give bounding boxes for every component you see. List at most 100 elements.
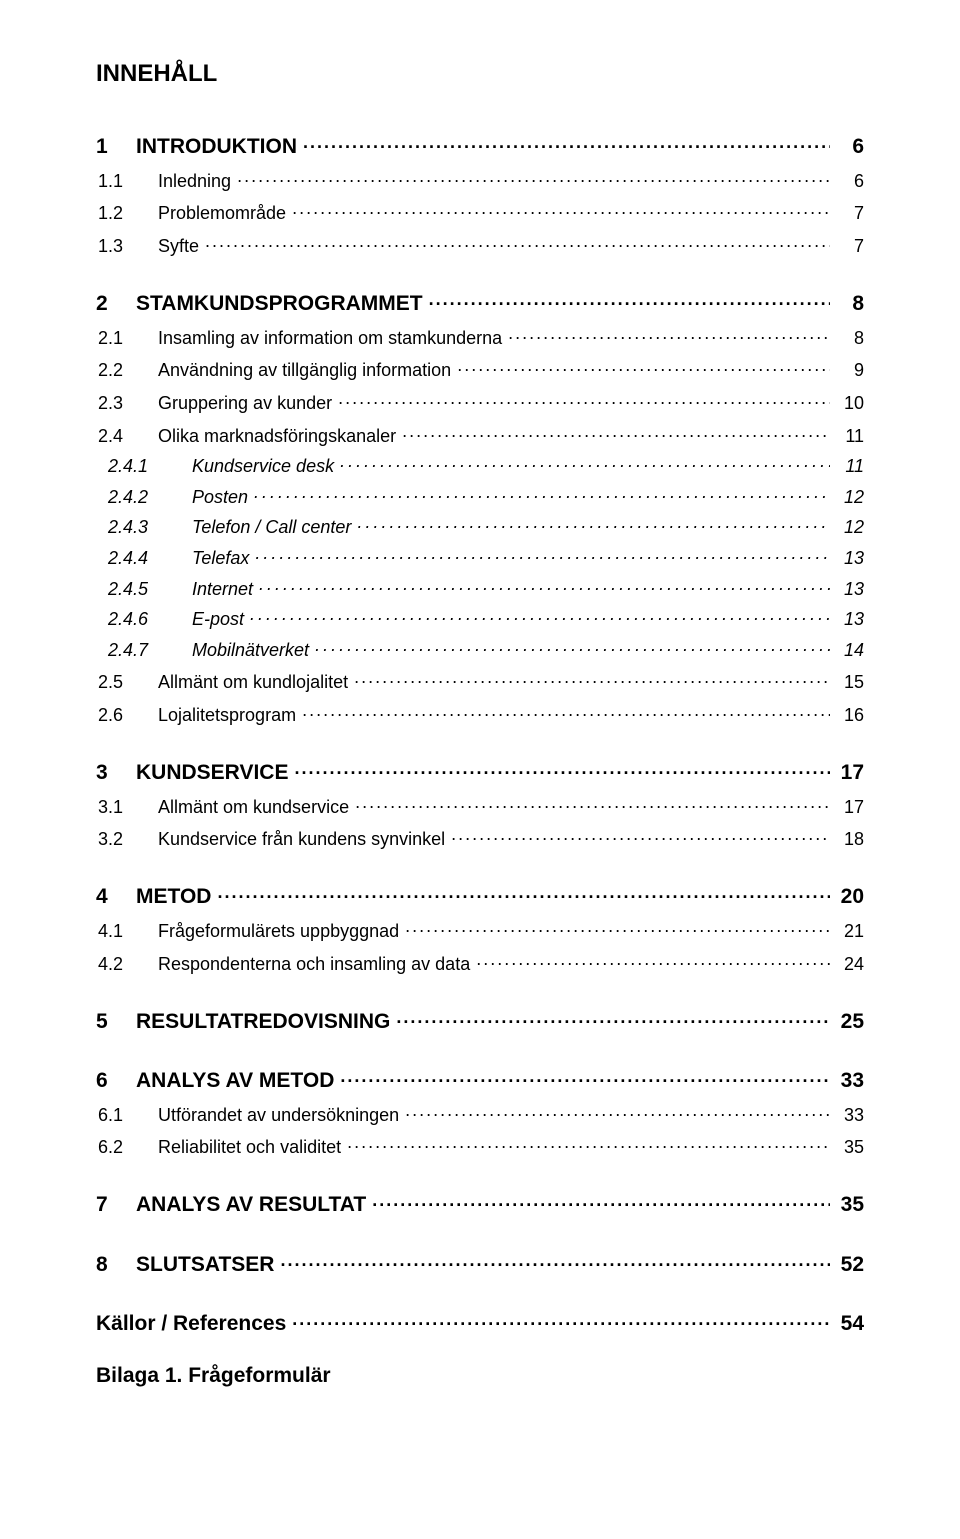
- leader-dots: [476, 948, 830, 970]
- toc-number: 2.4.2: [96, 487, 192, 508]
- toc-number: 2.4: [96, 426, 158, 447]
- toc-row: 2.3Gruppering av kunder10: [96, 387, 864, 414]
- leader-dots: [338, 387, 830, 409]
- toc-page: 11: [830, 456, 864, 477]
- leader-dots: [292, 1305, 830, 1330]
- toc-number: 4: [96, 885, 136, 909]
- toc-label: Posten: [192, 487, 254, 508]
- toc-page: 13: [830, 609, 864, 630]
- toc-label: INTRODUKTION: [136, 135, 303, 159]
- leader-dots: [292, 198, 830, 220]
- toc-page: 17: [830, 797, 864, 818]
- toc-number: 4.2: [96, 954, 158, 975]
- toc-number: 2.3: [96, 393, 158, 414]
- toc-row: 3.2Kundservice från kundens synvinkel18: [96, 824, 864, 851]
- toc-row: 2.4Olika marknadsföringskanaler11: [96, 420, 864, 447]
- toc-row: 3KUNDSERVICE17: [96, 754, 864, 785]
- leader-dots: [402, 420, 830, 442]
- toc-number: 2: [96, 292, 136, 316]
- toc-page: 13: [830, 548, 864, 569]
- toc-label: Olika marknadsföringskanaler: [158, 426, 402, 447]
- toc-label: Allmänt om kundservice: [158, 797, 355, 818]
- leader-dots: [237, 165, 830, 187]
- toc-row: 6ANALYS AV METOD33: [96, 1062, 864, 1093]
- toc-number: 1.2: [96, 203, 158, 224]
- toc-page: 25: [830, 1010, 864, 1034]
- toc-label: Respondenterna och insamling av data: [158, 954, 476, 975]
- toc-label: SLUTSATSER: [136, 1253, 280, 1277]
- toc-row: 7ANALYS AV RESULTAT35: [96, 1186, 864, 1217]
- leader-dots: [280, 1245, 830, 1270]
- toc-number: 2.4.1: [96, 456, 192, 477]
- toc-row: 2.4.7Mobilnätverket14: [96, 634, 864, 661]
- toc-row: 2.4.5Internet13: [96, 573, 864, 600]
- toc-page: 35: [830, 1137, 864, 1158]
- toc-label: Problemområde: [158, 203, 292, 224]
- toc-label: Reliabilitet och validitet: [158, 1137, 347, 1158]
- leader-dots: [357, 512, 830, 534]
- toc-title: INNEHÅLL: [96, 60, 864, 88]
- toc-label: ANALYS AV METOD: [136, 1069, 340, 1093]
- toc-page: 54: [830, 1312, 864, 1336]
- toc-page: 7: [830, 236, 864, 257]
- toc-row: 2.6Lojalitetsprogram16: [96, 699, 864, 726]
- leader-dots: [354, 667, 830, 689]
- toc-row: 4METOD20: [96, 878, 864, 909]
- toc-page: 6: [830, 135, 864, 159]
- leader-dots: [340, 1062, 830, 1087]
- appendix-line: Bilaga 1. Frågeformulär: [96, 1364, 864, 1388]
- toc-row: 2.1Insamling av information om stamkunde…: [96, 322, 864, 349]
- toc-label: Inledning: [158, 171, 237, 192]
- toc-number: 2.1: [96, 328, 158, 349]
- leader-dots: [255, 542, 830, 564]
- toc-row: 6.2Reliabilitet och validitet 35: [96, 1132, 864, 1159]
- leader-dots: [405, 1099, 830, 1121]
- leader-dots: [396, 1003, 830, 1028]
- toc-number: 2.4.3: [96, 517, 192, 538]
- toc-page: 12: [830, 487, 864, 508]
- toc-page: 14: [830, 640, 864, 661]
- toc-row: 1.2Problemområde7: [96, 198, 864, 225]
- toc-row: Källor / References 54: [96, 1305, 864, 1336]
- leader-dots: [355, 791, 830, 813]
- toc-label: Mobilnätverket: [192, 640, 315, 661]
- toc-page: 8: [830, 328, 864, 349]
- toc-number: 6.2: [96, 1137, 158, 1158]
- toc-page: 52: [830, 1253, 864, 1277]
- toc-number: 2.4.4: [96, 548, 192, 569]
- toc-label: Allmänt om kundlojalitet: [158, 672, 354, 693]
- toc-number: 2.5: [96, 672, 158, 693]
- toc-label: Internet: [192, 579, 259, 600]
- toc-label: Lojalitetsprogram: [158, 705, 302, 726]
- toc-page: 10: [830, 393, 864, 414]
- toc-number: 2.6: [96, 705, 158, 726]
- toc-number: 5: [96, 1010, 136, 1034]
- toc-label: Syfte: [158, 236, 205, 257]
- leader-dots: [451, 824, 830, 846]
- toc-row: 2STAMKUNDSPROGRAMMET8: [96, 285, 864, 316]
- toc-row: 2.2Användning av tillgänglig information…: [96, 355, 864, 382]
- toc-row: 2.4.4Telefax13: [96, 542, 864, 569]
- toc-number: 3: [96, 761, 136, 785]
- toc-row: 1.1Inledning6: [96, 165, 864, 192]
- toc-label: RESULTATREDOVISNING: [136, 1010, 396, 1034]
- toc-number: 7: [96, 1193, 136, 1217]
- leader-dots: [294, 754, 830, 779]
- toc-label: Källor / References: [96, 1312, 292, 1336]
- toc-page: 9: [830, 360, 864, 381]
- toc-label: E-post: [192, 609, 250, 630]
- toc-row: 5RESULTATREDOVISNING 25: [96, 1003, 864, 1034]
- toc-label: Användning av tillgänglig information: [158, 360, 457, 381]
- toc-page: 24: [830, 954, 864, 975]
- leader-dots: [205, 230, 830, 252]
- toc-number: 1.1: [96, 171, 158, 192]
- leader-dots: [250, 604, 830, 626]
- toc-row: 1.3Syfte7: [96, 230, 864, 257]
- toc-label: Utförandet av undersökningen: [158, 1105, 405, 1126]
- toc-row: 2.4.6E-post13: [96, 604, 864, 631]
- toc-label: Frågeformulärets uppbyggnad: [158, 921, 405, 942]
- toc-row: 6.1Utförandet av undersökningen33: [96, 1099, 864, 1126]
- toc-page: 13: [830, 579, 864, 600]
- toc-page: 20: [830, 885, 864, 909]
- toc-number: 8: [96, 1253, 136, 1277]
